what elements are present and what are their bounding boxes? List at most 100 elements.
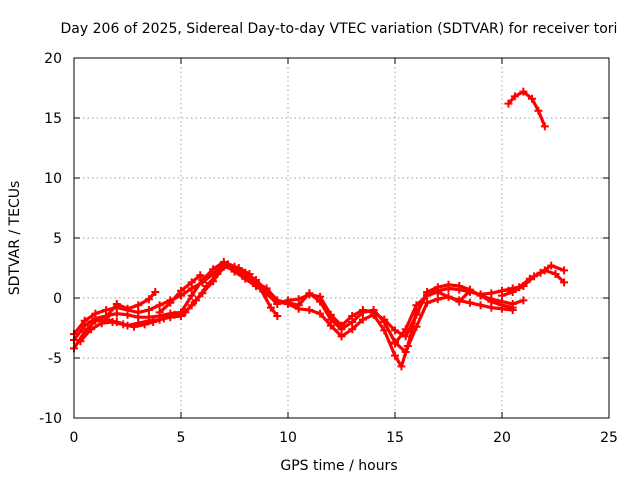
data-point-marker — [87, 325, 96, 334]
data-point-marker — [519, 296, 528, 305]
data-point-marker — [151, 288, 160, 296]
y-tick-label: 20 — [44, 51, 62, 67]
data-point-marker — [401, 348, 410, 356]
series-line-satellite-track-2 — [72, 265, 515, 354]
data-point-marker — [177, 286, 185, 295]
data-point-marker — [510, 92, 519, 101]
data-point-marker — [316, 292, 325, 301]
data-point-marker — [433, 295, 442, 304]
data-point-marker — [134, 308, 143, 317]
data-point-marker — [91, 309, 100, 318]
x-axis-label: GPS time / hours — [280, 458, 397, 474]
series-line-satellite-track-1 — [72, 260, 526, 368]
data-point-marker — [326, 310, 335, 319]
data-point-marker — [108, 318, 117, 326]
chart-title: Day 206 of 2025, Sidereal Day-to-day VTE… — [61, 21, 618, 37]
data-point-marker — [273, 312, 282, 320]
data-point-marker — [433, 288, 442, 296]
data-point-marker — [527, 94, 536, 103]
data-point-marker — [187, 278, 196, 287]
data-point-marker — [119, 320, 128, 329]
data-point-marker — [202, 282, 211, 290]
x-tick-label: 5 — [177, 430, 186, 446]
x-tick-label: 25 — [600, 430, 618, 446]
x-tick-label: 10 — [279, 430, 297, 446]
data-point-marker — [358, 306, 367, 314]
y-tick-label: 0 — [53, 291, 62, 307]
data-point-marker — [536, 268, 545, 277]
data-point-marker — [102, 306, 111, 314]
data-point-marker — [80, 316, 89, 325]
data-point-marker — [401, 325, 410, 334]
data-point-marker — [187, 291, 196, 300]
data-point-marker — [91, 316, 100, 325]
data-point-marker — [476, 291, 485, 300]
data-point-marker — [444, 292, 453, 301]
grid-lines — [74, 58, 609, 418]
y-tick-label: 15 — [44, 111, 62, 127]
data-point-marker — [230, 267, 239, 276]
y-axis-label: SDTVAR / TECUs — [7, 181, 23, 296]
data-point-marker — [149, 318, 158, 326]
data-point-marker — [144, 306, 153, 314]
data-point-marker — [337, 332, 346, 341]
data-point-marker — [380, 315, 389, 324]
data-point-marker — [476, 301, 485, 310]
data-point-marker — [97, 319, 106, 328]
data-point-marker — [519, 87, 528, 96]
y-tick-label: 10 — [44, 171, 62, 187]
data-point-marker — [144, 295, 153, 304]
series-line-satellite-track-5 — [104, 290, 157, 319]
data-point-marker — [155, 301, 164, 310]
data-point-marker — [560, 266, 569, 275]
axis-ticks — [73, 57, 610, 419]
data-point-marker — [391, 326, 399, 335]
data-point-marker — [196, 271, 205, 280]
data-point-marker — [112, 300, 121, 308]
series-line-satellite-track-10 — [506, 89, 547, 129]
data-point-marker — [266, 303, 275, 312]
data-point-marker — [397, 362, 406, 371]
y-tick-label: 5 — [53, 231, 62, 247]
data-point-marker — [213, 270, 222, 278]
data-point-marker — [498, 291, 506, 300]
data-point-marker — [273, 300, 282, 308]
data-point-marker — [455, 297, 464, 306]
data-series-layer — [70, 87, 569, 371]
x-tick-label: 0 — [70, 430, 79, 446]
data-point-marker — [391, 339, 399, 348]
data-point-marker — [134, 301, 143, 310]
data-point-marker — [191, 296, 200, 305]
data-point-marker — [76, 337, 85, 346]
data-point-marker — [198, 278, 207, 287]
data-point-marker — [412, 322, 421, 331]
y-tick-label: -5 — [48, 351, 62, 367]
data-point-marker — [245, 270, 254, 278]
data-point-marker — [391, 351, 399, 360]
data-point-marker — [508, 300, 517, 308]
data-point-marker — [316, 309, 325, 318]
data-point-marker — [412, 301, 421, 310]
data-point-marker — [401, 332, 410, 341]
data-point-marker — [551, 270, 560, 278]
data-point-marker — [241, 274, 250, 283]
y-tick-label: -10 — [39, 411, 62, 427]
data-point-marker — [540, 122, 549, 131]
data-point-marker — [444, 280, 453, 289]
data-point-marker — [129, 322, 138, 331]
data-point-marker — [140, 320, 149, 329]
data-point-marker — [224, 260, 233, 269]
data-point-marker — [504, 286, 513, 295]
data-point-marker — [534, 106, 543, 115]
data-point-marker — [504, 99, 513, 108]
data-point-marker — [102, 313, 111, 322]
data-point-marker — [166, 298, 175, 307]
data-point-marker — [159, 314, 168, 323]
data-point-marker — [348, 312, 357, 320]
y-tick-labels: -10 -5 0 5 10 15 20 — [39, 51, 62, 427]
data-point-marker — [525, 274, 534, 283]
data-point-marker — [155, 308, 164, 317]
data-point-marker — [294, 295, 303, 304]
data-point-marker — [515, 283, 524, 292]
